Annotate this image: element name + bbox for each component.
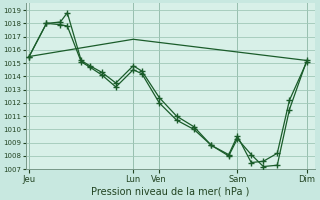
X-axis label: Pression niveau de la mer( hPa ): Pression niveau de la mer( hPa ) [91,187,250,197]
